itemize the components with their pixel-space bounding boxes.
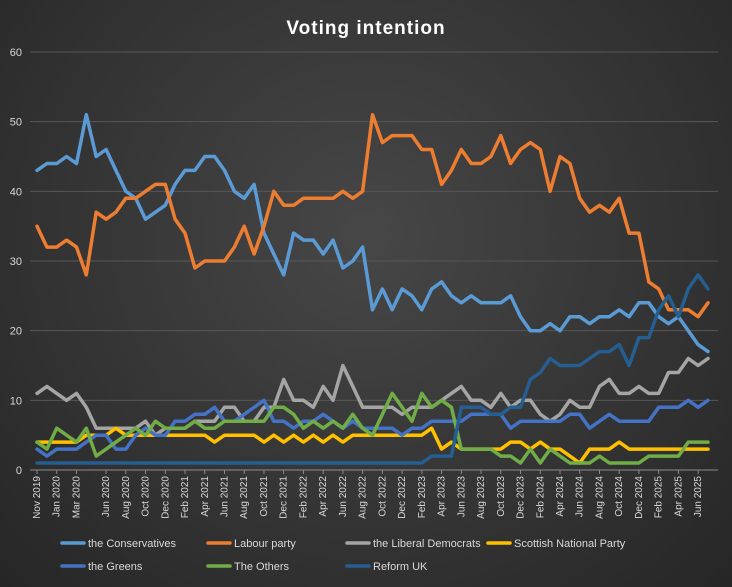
x-tick-label: Nov 2019 [32, 476, 43, 519]
series-line-reform-uk [35, 273, 710, 465]
y-tick-label: 20 [10, 326, 22, 338]
series-lines [35, 112, 710, 465]
grid-lines [30, 51, 718, 471]
x-tick-label: Feb 2025 [654, 476, 665, 519]
y-axis: 0 10 20 30 40 50 60 [10, 47, 22, 477]
y-tick-label: 60 [10, 47, 22, 59]
chart-title: Voting intention [286, 18, 446, 39]
legend-label: the Greens [88, 561, 143, 573]
x-tick-label: Dec 2021 [279, 476, 290, 519]
legend-label: Labour party [234, 538, 296, 550]
x-tick-label: Dec 2022 [397, 476, 408, 519]
x-tick-label: Dec 2024 [634, 476, 645, 519]
x-tick-label: Oct 2022 [377, 476, 388, 517]
y-tick-label: 30 [10, 256, 22, 268]
y-tick-label: 40 [10, 186, 22, 198]
x-tick-label: Apr 2024 [555, 476, 566, 517]
legend-label: The Others [234, 561, 290, 573]
x-tick-label: Apr 2021 [200, 476, 211, 517]
y-tick-label: 10 [10, 395, 22, 407]
x-tick-label: Aug 2023 [476, 476, 487, 519]
x-tick-label: Aug 2020 [121, 476, 132, 519]
x-tick-label: Feb 2021 [180, 476, 191, 519]
x-tick-label: Oct 2024 [614, 476, 625, 517]
x-tick-label: Apr 2023 [437, 476, 448, 517]
x-tick-label: Aug 2022 [358, 476, 369, 519]
legend: the Conservatives Labour party the Liberal… [60, 538, 626, 573]
series-line-the-others [35, 391, 710, 465]
x-tick-label: Jan 2020 [52, 476, 63, 518]
x-tick-label: Jun 2022 [338, 476, 349, 518]
x-tick-label: Dec 2020 [160, 476, 171, 519]
series-line-the-liberal-democrats [35, 356, 710, 437]
x-tick-label: Dec 2023 [516, 476, 527, 519]
x-tick-label: Feb 2022 [298, 476, 309, 519]
series-line-labour-party [35, 112, 710, 319]
x-tick-label: Jun 2023 [456, 476, 467, 518]
x-tick-label: Oct 2021 [259, 476, 270, 517]
x-tick-label: Feb 2024 [535, 476, 546, 519]
x-tick-label: Mar 2020 [71, 476, 82, 519]
y-tick-label: 50 [10, 117, 22, 129]
x-tick-label: Jun 2021 [219, 476, 230, 518]
x-tick-label: Aug 2021 [239, 476, 250, 519]
x-tick-label: Jun 2020 [101, 476, 112, 518]
x-axis: Nov 2019 Jan 2020 Mar 2020 Jun 2020 Aug 2020… [32, 470, 704, 519]
legend-label: the Conservatives [88, 538, 177, 550]
x-tick-label: Oct 2023 [496, 476, 507, 517]
x-tick-label: Jun 2025 [693, 476, 704, 518]
x-tick-label: Aug 2024 [594, 476, 605, 519]
x-tick-label: Jun 2024 [575, 476, 586, 518]
legend-label: Scottish National Party [514, 538, 626, 550]
x-tick-label: Feb 2023 [417, 476, 428, 519]
x-tick-label: Apr 2022 [318, 476, 329, 517]
y-tick-label: 0 [16, 465, 22, 477]
legend-label: Reform UK [373, 561, 428, 573]
x-tick-label: Apr 2025 [673, 476, 684, 517]
x-tick-label: Oct 2020 [141, 476, 152, 517]
series-line-the-conservatives [35, 112, 710, 354]
legend-label: the Liberal Democrats [373, 538, 481, 550]
